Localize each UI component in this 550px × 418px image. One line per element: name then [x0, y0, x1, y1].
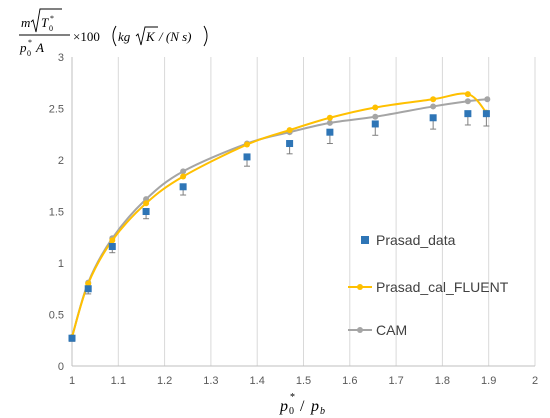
- data-point-prasad-data: [108, 243, 116, 251]
- data-point-prasad-cal-fluent: [464, 91, 471, 98]
- x-label-p: p: [279, 398, 288, 415]
- legend-label-prasad-data: Prasad_data: [376, 232, 456, 248]
- data-point-prasad-cal-fluent: [143, 200, 150, 207]
- data-point-prasad-data: [286, 140, 294, 148]
- data-point-prasad-cal-fluent: [109, 237, 116, 244]
- y-label-left-paren: [112, 25, 117, 47]
- data-point-prasad-data: [68, 334, 76, 342]
- data-point-cam: [464, 98, 471, 105]
- y-label-numerator-m: m: [21, 15, 30, 30]
- y-label-units-rest: / (N s): [158, 29, 192, 44]
- x-label-sup: *: [290, 392, 295, 403]
- y-label-units-kg: kg: [118, 29, 131, 44]
- y-axis-label: m T 0 * p 0 * A ×100 kg K / (N s): [19, 8, 208, 58]
- data-point-cam: [372, 113, 379, 120]
- x-tick-label: 1: [69, 375, 75, 387]
- legend-marker-cam: [357, 327, 363, 333]
- x-tick-label: 1.1: [111, 375, 126, 387]
- data-point-prasad-cal-fluent: [372, 104, 379, 111]
- data-point-cam: [484, 96, 491, 103]
- x-label-pb: p: [310, 398, 319, 415]
- y-tick-label: 2: [58, 155, 64, 167]
- x-label-pb-sub: b: [320, 406, 325, 417]
- series-line-cam: [71, 98, 488, 338]
- data-point-cam: [430, 103, 437, 110]
- y-label-numerator-sub: 0: [49, 24, 53, 33]
- x-tick-label: 1.7: [388, 375, 403, 387]
- y-tick-label: 0.5: [49, 310, 64, 322]
- axes: 1 1.1 1.2 1.3 1.4 1.5 1.6 1.7 1.8 1.9 2 0 0.5 1 1.5 2 2.…: [49, 52, 538, 387]
- y-label-denominator-p: p: [19, 40, 27, 55]
- y-label-units-k: K: [145, 29, 156, 44]
- y-label-units-sqrt-symbol: [135, 26, 158, 46]
- data-point-prasad-data: [326, 128, 334, 136]
- legend-marker-prasad-cal-fluent: [357, 284, 363, 290]
- x-tick-label: 1.9: [481, 375, 496, 387]
- data-point-cam: [326, 119, 333, 126]
- y-label-denominator-sup: *: [28, 38, 32, 47]
- data-point-prasad-data: [142, 208, 150, 215]
- data-point-prasad-cal-fluent: [85, 280, 92, 287]
- grid: [117, 57, 536, 366]
- data-point-prasad-data: [179, 183, 187, 191]
- data-point-cam: [180, 168, 187, 175]
- x-tick-label: 1.8: [435, 375, 450, 387]
- x-tick-label: 1.4: [250, 375, 265, 387]
- x-label-slash: /: [296, 398, 308, 415]
- y-label-sqrt-symbol: [30, 8, 62, 33]
- y-tick-label: 1.5: [49, 207, 64, 219]
- y-label-numerator-sup: *: [50, 14, 54, 23]
- series-line-prasad-cal-fluent: [71, 92, 488, 338]
- legend: Prasad_data Prasad_cal_FLUENT CAM: [348, 232, 509, 338]
- x-tick-label: 1.2: [157, 375, 172, 387]
- data-point-prasad-cal-fluent: [430, 96, 437, 103]
- legend-label-prasad-cal-fluent: Prasad_cal_FLUENT: [376, 279, 509, 295]
- data-point-prasad-cal-fluent: [244, 141, 251, 148]
- y-label-denominator-sub: 0: [27, 49, 31, 58]
- y-tick-label: 0: [58, 361, 64, 373]
- y-tick-label: 1: [58, 258, 64, 270]
- legend-label-cam: CAM: [376, 322, 407, 338]
- y-label-right-paren: [203, 25, 208, 47]
- x-tick-label: 1.3: [203, 375, 218, 387]
- legend-swatch-prasad-data: [361, 236, 369, 244]
- data-point-prasad-data: [464, 110, 472, 118]
- x-tick-label: 2: [532, 375, 538, 387]
- y-label-multiplier: ×100: [73, 29, 100, 44]
- x-axis-label: p 0 * / p b: [279, 392, 325, 417]
- data-point-prasad-data: [84, 285, 92, 293]
- series-layer: [68, 91, 491, 342]
- y-tick-label: 2.5: [49, 104, 64, 116]
- x-label-sub: 0: [289, 406, 294, 417]
- data-point-prasad-cal-fluent: [286, 127, 293, 134]
- data-point-prasad-data: [371, 120, 379, 128]
- data-point-prasad-data: [243, 153, 251, 161]
- data-point-prasad-cal-fluent: [180, 173, 187, 180]
- y-label-numerator-t: T: [41, 15, 49, 30]
- x-tick-label: 1.6: [342, 375, 357, 387]
- y-label-denominator-a: A: [35, 40, 44, 55]
- y-tick-label: 3: [58, 52, 64, 64]
- data-point-prasad-data: [482, 110, 490, 118]
- data-point-prasad-data: [429, 114, 437, 122]
- data-point-prasad-cal-fluent: [326, 114, 333, 121]
- x-tick-label: 1.5: [296, 375, 311, 387]
